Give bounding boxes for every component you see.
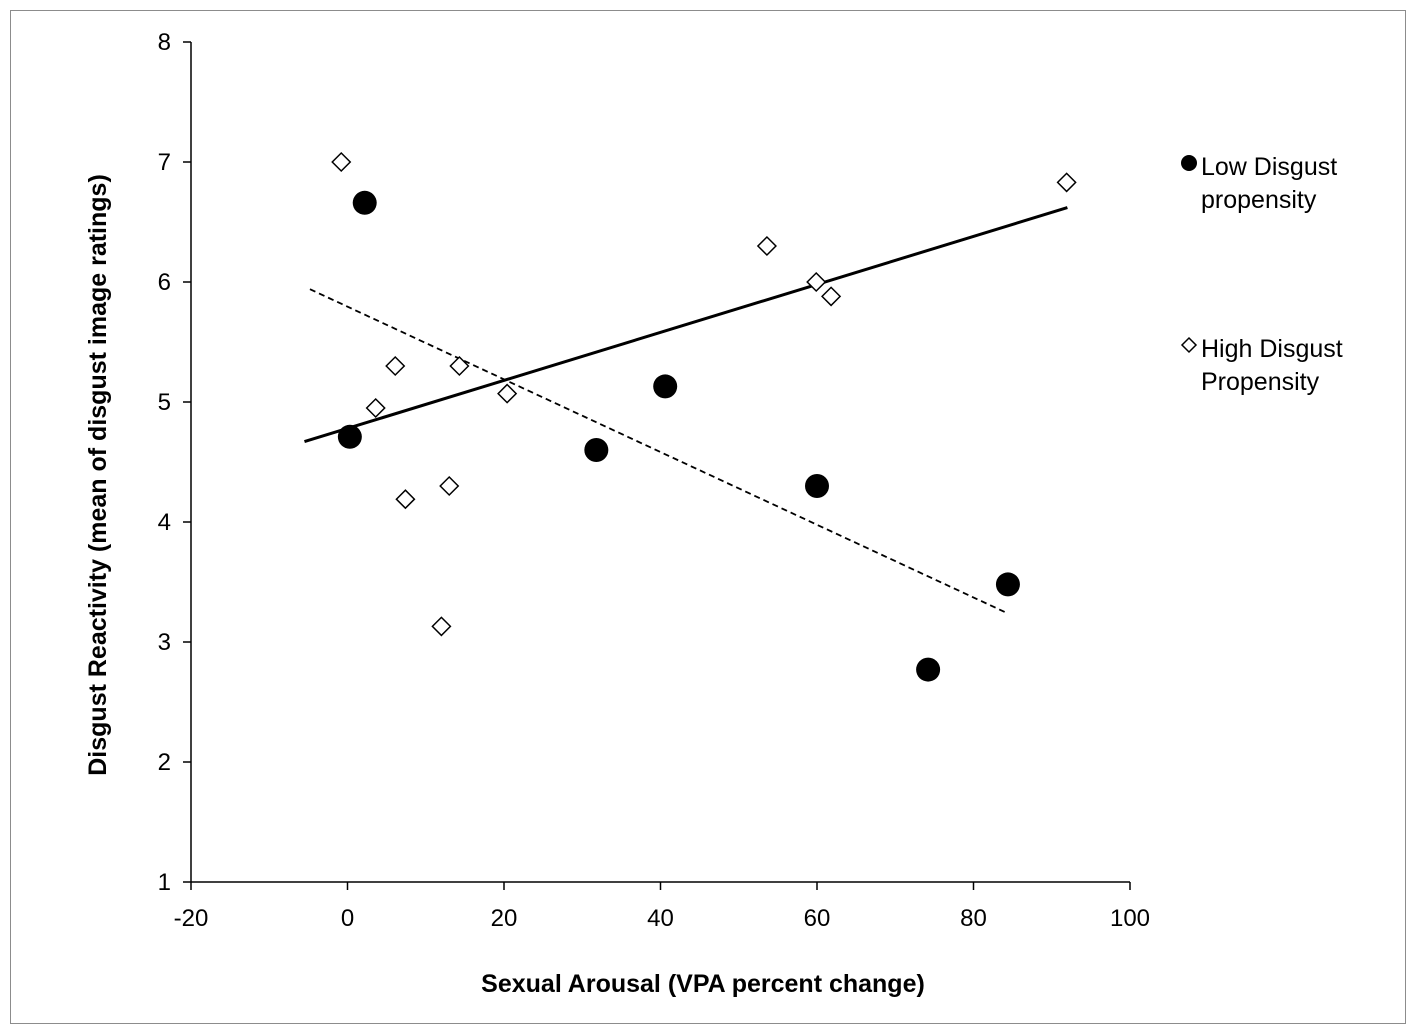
low-disgust-point: [805, 474, 829, 498]
high-disgust-point: [756, 235, 777, 257]
legend-label: Propensity: [1201, 368, 1320, 396]
x-tick-label: 40: [647, 905, 674, 932]
legend-label: propensity: [1201, 186, 1317, 214]
high-disgust-point: [385, 355, 406, 377]
x-axis-title: Sexual Arousal (VPA percent change): [481, 970, 925, 998]
low-disgust-point: [337, 424, 362, 449]
high-disgust-point: [331, 151, 352, 173]
y-tick-label: 3: [158, 629, 171, 656]
low-disgust-point: [653, 374, 678, 399]
legend-high-disgust-marker: [1180, 336, 1198, 354]
high-disgust-point: [365, 397, 386, 419]
y-tick-label: 5: [158, 389, 171, 416]
x-tick-label: 0: [341, 905, 354, 932]
legend-label: Low Disgust: [1201, 153, 1337, 181]
chart-frame: [10, 10, 1406, 1024]
high-disgust-point: [1056, 172, 1077, 193]
y-axis-title: Disgust Reactivity (mean of disgust imag…: [84, 174, 112, 776]
legend-low-disgust-marker: [1181, 155, 1197, 171]
low-disgust-point: [584, 438, 609, 462]
low-disgust-point: [995, 572, 1020, 597]
legend-label: High Disgust: [1201, 335, 1343, 363]
legend: Low Disgust propensity High Disgust Propens…: [1180, 153, 1343, 396]
high-disgust-point: [821, 286, 842, 307]
y-tick-label: 6: [158, 269, 171, 296]
high-disgust-point: [449, 355, 470, 377]
high-disgust-point: [806, 271, 827, 293]
x-tick-label: 20: [491, 905, 518, 932]
y-tick-label: 8: [158, 29, 171, 56]
x-tick-label: -20: [174, 905, 209, 932]
trendlines: [304, 206, 1068, 613]
y-tick-label: 2: [158, 749, 171, 776]
data-points: [331, 151, 1077, 682]
high-disgust-point: [395, 489, 416, 510]
axes: 1 2 3 4 5 6 7 8 -20 0 20 40 60 80 100: [158, 29, 1150, 932]
low-disgust-point: [352, 190, 377, 215]
x-tick-label: 80: [960, 905, 987, 932]
y-tick-label: 4: [158, 509, 171, 536]
y-tick-label: 1: [158, 869, 171, 896]
x-tick-label: 100: [1110, 905, 1150, 932]
low-disgust-trendline: [304, 206, 1068, 444]
high-disgust-point: [439, 475, 460, 497]
high-disgust-point: [431, 616, 452, 637]
low-disgust-point: [916, 657, 941, 682]
high-disgust-trendline: [309, 288, 1006, 613]
x-tick-label: 60: [804, 905, 831, 932]
high-disgust-point: [497, 383, 518, 404]
y-tick-label: 7: [158, 149, 171, 176]
